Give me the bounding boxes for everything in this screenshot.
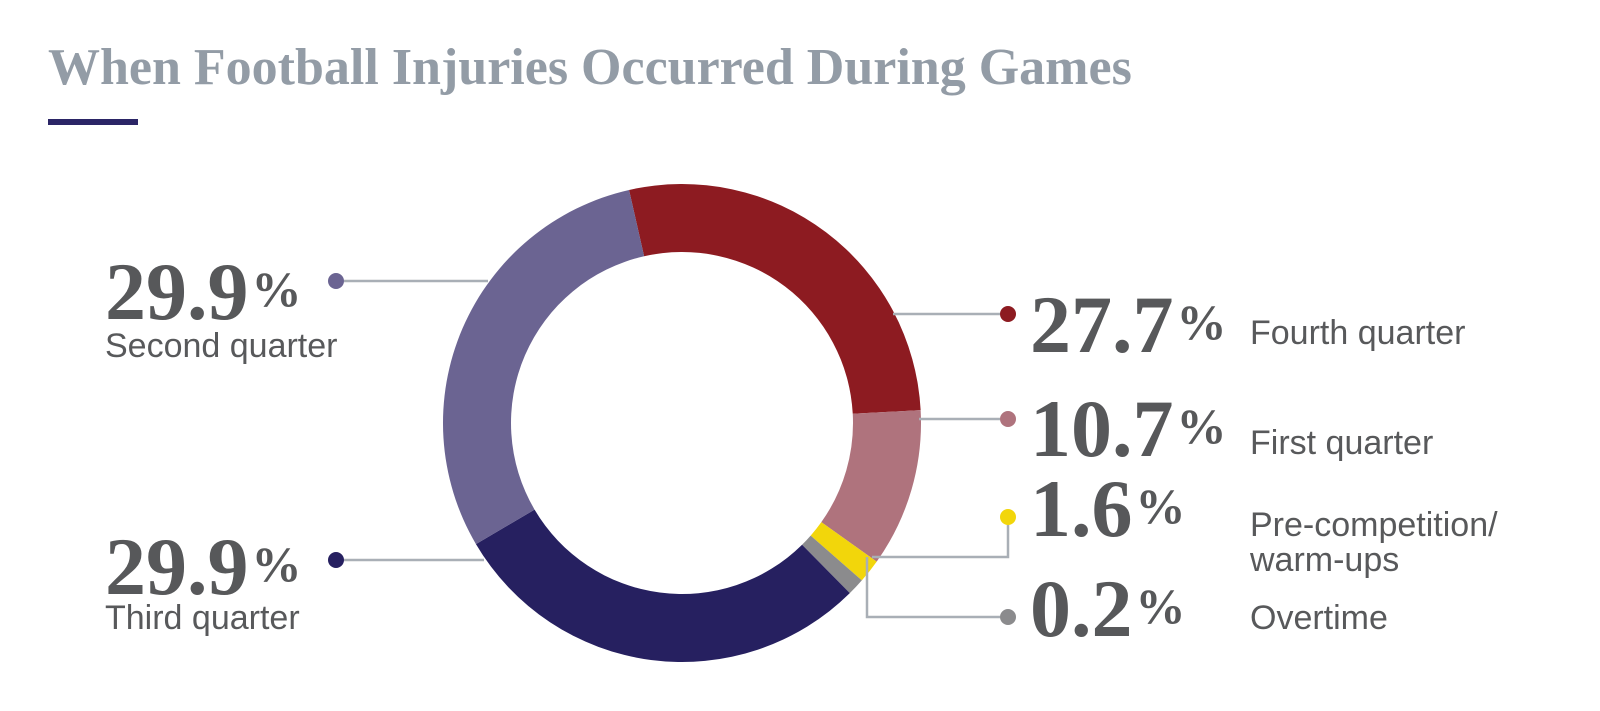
donut-segment-first-quarter[interactable] [821, 410, 921, 562]
value-text: 1.6 [1030, 463, 1133, 554]
title-accent-bar [48, 119, 138, 125]
callout-label-overtime: Overtime [1250, 599, 1388, 637]
donut-segments [442, 184, 921, 662]
value-text: 29.9 [105, 521, 249, 612]
percent-sign: % [251, 261, 302, 317]
dot-fourth-quarter [1000, 306, 1016, 322]
donut-segment-fourth-quarter[interactable] [629, 184, 921, 414]
dot-pre-competition [1000, 509, 1016, 525]
leader-line-pre-competition [872, 525, 1010, 559]
donut-segment-third-quarter[interactable] [475, 509, 850, 662]
callout-label-pre-competition-line2: warm-ups [1250, 541, 1400, 579]
callout-label-second-quarter: Second quarter [105, 327, 338, 365]
callout-label-pre-competition-line1: Pre-competition/ [1250, 506, 1498, 544]
callout-label-third-quarter: Third quarter [105, 599, 300, 637]
leader-line-overtime [865, 557, 1000, 619]
percent-sign: % [1176, 398, 1227, 454]
dot-first-quarter [1000, 411, 1016, 427]
callout-label-first-quarter: First quarter [1250, 424, 1434, 462]
page-title: When Football Injuries Occurred During G… [48, 39, 1132, 96]
donut-segment-second-quarter[interactable] [442, 189, 645, 545]
percent-sign: % [251, 536, 302, 592]
percent-sign: % [1135, 578, 1186, 634]
callout-value-second-quarter: 29.9% [105, 251, 302, 333]
dot-overtime [1000, 609, 1016, 625]
leader-lines [344, 279, 1010, 619]
dot-third-quarter [328, 552, 344, 568]
donut-segment-pre-competition-warm-ups[interactable] [810, 522, 877, 581]
callout-value-overtime: 0.2% [1030, 568, 1186, 650]
dot-second-quarter [328, 273, 344, 289]
value-text: 27.7 [1030, 279, 1174, 370]
percent-sign: % [1176, 294, 1227, 350]
value-text: 29.9 [105, 246, 249, 337]
callout-value-fourth-quarter: 27.7% [1030, 284, 1227, 366]
callout-label-fourth-quarter: Fourth quarter [1250, 314, 1466, 352]
value-text: 10.7 [1030, 383, 1174, 474]
callout-value-first-quarter: 10.7% [1030, 388, 1227, 470]
callout-value-third-quarter: 29.9% [105, 526, 302, 608]
value-text: 0.2 [1030, 563, 1133, 654]
donut-segment-overtime[interactable] [802, 535, 862, 594]
leader-dots [328, 273, 1016, 625]
percent-sign: % [1135, 478, 1186, 534]
callout-value-pre-competition: 1.6% [1030, 468, 1186, 550]
